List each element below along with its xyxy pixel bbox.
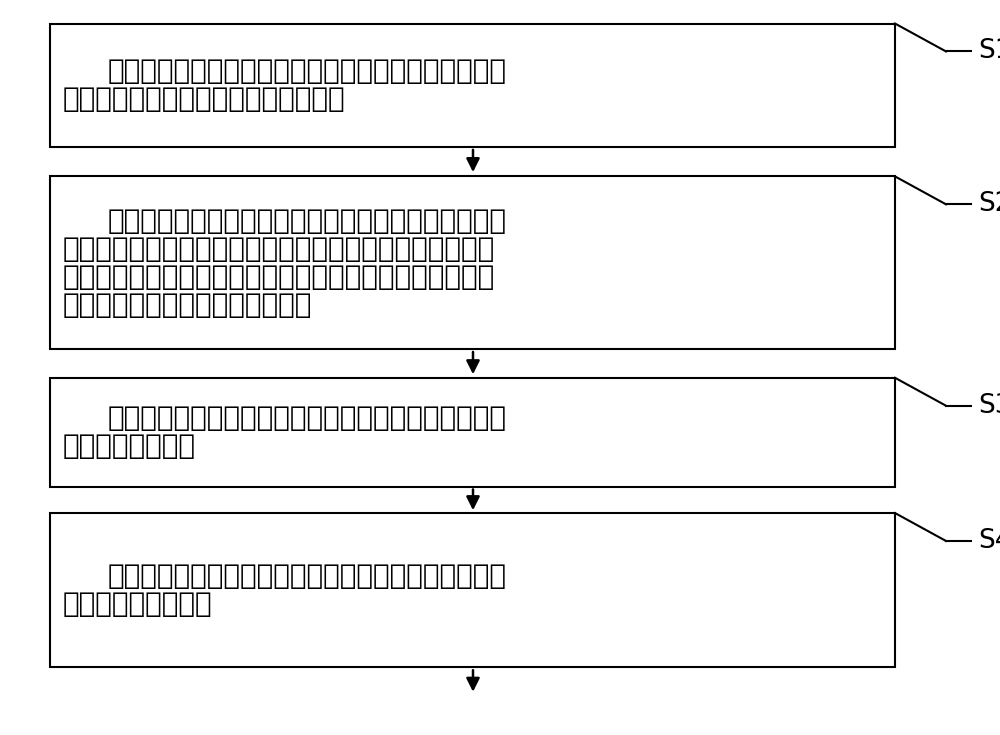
Text: 若判别故障类型为绕组变形故障，计算分析绕组发生变: 若判别故障类型为绕组变形故障，计算分析绕组发生变 <box>108 562 507 590</box>
Text: 器，测得正常变压器的扫频阻抗曲线；: 器，测得正常变压器的扫频阻抗曲线； <box>63 85 346 113</box>
Text: 器，得到待测变压器的扫频阻抗曲线，将待测变压器的扫频: 器，得到待测变压器的扫频阻抗曲线，将待测变压器的扫频 <box>63 234 495 263</box>
Text: S3: S3 <box>978 392 1000 419</box>
Text: 果判别待测变压器是否发生故障；: 果判别待测变压器是否发生故障； <box>63 290 312 319</box>
Text: 使用变压器绕组变形故障定位检测系统，检测正常变压: 使用变压器绕组变形故障定位检测系统，检测正常变压 <box>108 57 507 85</box>
Bar <box>50 378 895 487</box>
Text: S1: S1 <box>978 38 1000 65</box>
Text: 形故障的位置区域。: 形故障的位置区域。 <box>63 590 213 618</box>
Text: 若判别结果待测变压器发生故障，则判别故障类型是否: 若判别结果待测变压器发生故障，则判别故障类型是否 <box>108 404 507 432</box>
Text: 为绕组变形故障；: 为绕组变形故障； <box>63 432 196 460</box>
Text: 使用变压器绕组变形故障定位检测系统，检测待测变压: 使用变压器绕组变形故障定位检测系统，检测待测变压 <box>108 207 507 235</box>
Text: 阻抗曲线与正常变压器的扫频阻抗曲线相比较，根据比较结: 阻抗曲线与正常变压器的扫频阻抗曲线相比较，根据比较结 <box>63 262 495 291</box>
Bar <box>50 24 895 147</box>
Text: S2: S2 <box>978 191 1000 218</box>
Bar <box>50 176 895 349</box>
Bar <box>50 513 895 667</box>
Text: S4: S4 <box>978 528 1000 554</box>
